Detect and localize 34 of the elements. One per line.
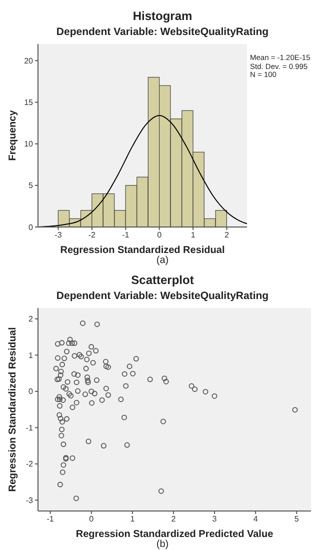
x-tick-label: 2 (224, 230, 230, 240)
chart-title: Scatterplot (130, 272, 195, 288)
x-tick-label: -1 (46, 514, 54, 524)
y-tick-label: 20 (24, 56, 34, 66)
x-axis-title: Regression Standardized Predicted Value (76, 529, 274, 540)
x-tick-label: 1 (130, 514, 136, 524)
text: (b) (155, 539, 170, 550)
x-tick-label: 0 (157, 230, 162, 240)
y-tick-label: -2 (26, 460, 34, 469)
y-tick-label: 0 (28, 387, 34, 396)
x-tick-label: 2 (171, 514, 176, 524)
chart-subtitle: Dependent Variable: WebsiteQualityRating (55, 25, 270, 40)
y-tick-label: 10 (24, 140, 34, 149)
x-tick-label: 5 (294, 514, 300, 524)
y-axis-title: Regression Standardized Residual (8, 327, 19, 492)
y-tick-label: 1 (28, 350, 34, 360)
chart-subtitle: Dependent Variable: WebsiteQualityRating (55, 289, 270, 304)
chart-title: Histogram (132, 8, 194, 24)
x-tick-label: 0 (89, 514, 94, 524)
y-tick-label: -1 (26, 423, 34, 432)
x-tick-label: 3 (212, 514, 218, 524)
y-tick-label: -3 (26, 496, 34, 505)
y-tick-label: 15 (24, 98, 34, 108)
x-tick-label: 4 (253, 514, 258, 524)
y-tick-label: 0 (28, 222, 34, 232)
y-tick-label: 5 (28, 181, 34, 190)
x-tick-label: -1 (122, 230, 130, 240)
y-tick-label: 2 (28, 314, 34, 324)
text: (a) (155, 255, 170, 266)
x-tick-label: 1 (190, 230, 196, 240)
x-axis-title: Regression Standardized Residual (60, 245, 225, 256)
x-tick-label: -3 (54, 230, 62, 240)
y-axis-title: Frequency (8, 110, 19, 161)
x-tick-label: -2 (88, 230, 96, 240)
